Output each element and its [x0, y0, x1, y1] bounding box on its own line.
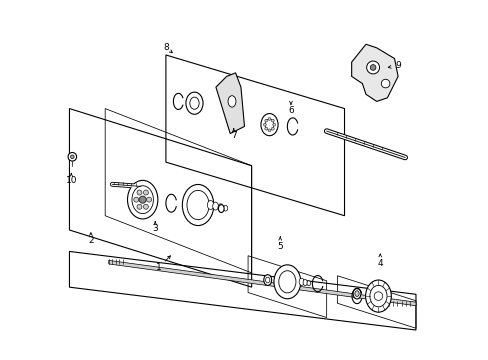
Circle shape [373, 292, 382, 300]
Circle shape [264, 127, 267, 130]
Circle shape [369, 64, 375, 70]
Circle shape [143, 204, 148, 209]
Circle shape [381, 79, 389, 88]
Ellipse shape [352, 288, 360, 299]
Ellipse shape [263, 275, 271, 285]
Circle shape [267, 129, 270, 132]
Text: 10: 10 [65, 176, 77, 185]
Ellipse shape [365, 280, 390, 312]
Text: 7: 7 [230, 131, 236, 140]
Ellipse shape [212, 202, 218, 210]
Circle shape [271, 127, 274, 130]
Ellipse shape [265, 277, 269, 283]
Circle shape [264, 119, 267, 122]
Ellipse shape [218, 204, 224, 212]
Circle shape [366, 61, 379, 74]
Ellipse shape [218, 204, 223, 211]
Circle shape [70, 155, 74, 158]
Circle shape [271, 119, 274, 122]
Ellipse shape [273, 265, 300, 299]
Text: 9: 9 [394, 61, 400, 70]
Circle shape [134, 197, 139, 202]
Ellipse shape [261, 113, 278, 136]
Polygon shape [351, 44, 397, 102]
Ellipse shape [278, 271, 295, 293]
Polygon shape [216, 73, 244, 134]
Ellipse shape [227, 96, 235, 107]
Circle shape [146, 197, 151, 202]
Circle shape [68, 153, 77, 161]
Ellipse shape [354, 291, 358, 296]
Circle shape [263, 123, 266, 126]
Text: 2: 2 [88, 236, 94, 245]
Ellipse shape [127, 180, 158, 219]
Ellipse shape [182, 184, 213, 226]
Ellipse shape [264, 119, 273, 130]
Ellipse shape [185, 92, 203, 114]
Circle shape [137, 204, 142, 209]
Text: 1: 1 [156, 263, 162, 272]
Ellipse shape [299, 278, 304, 285]
Circle shape [272, 123, 275, 126]
Text: 6: 6 [287, 106, 293, 115]
Text: 5: 5 [277, 242, 283, 251]
Ellipse shape [132, 186, 153, 213]
Ellipse shape [189, 97, 199, 109]
Ellipse shape [223, 205, 227, 211]
Circle shape [267, 117, 270, 120]
Ellipse shape [369, 285, 386, 307]
Ellipse shape [207, 201, 213, 210]
Polygon shape [108, 260, 415, 306]
Circle shape [143, 190, 148, 195]
Ellipse shape [186, 190, 209, 220]
Text: 4: 4 [377, 260, 382, 269]
Circle shape [137, 190, 142, 195]
Ellipse shape [306, 281, 310, 286]
Circle shape [139, 196, 146, 203]
Text: 3: 3 [152, 224, 158, 233]
Text: 8: 8 [163, 43, 168, 52]
Ellipse shape [303, 279, 307, 285]
